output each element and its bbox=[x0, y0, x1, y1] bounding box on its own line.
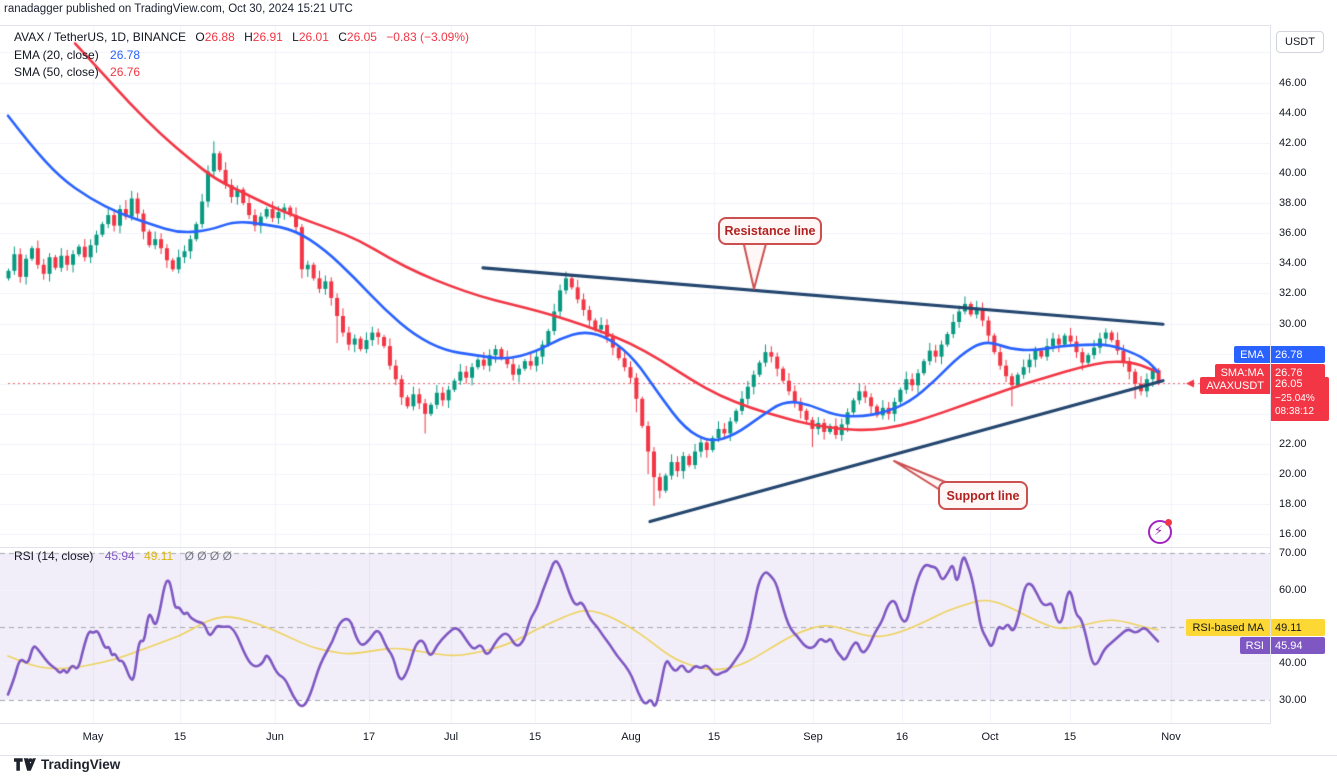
low-value: 26.01 bbox=[298, 30, 329, 44]
bottom-divider bbox=[0, 755, 1337, 756]
axis-tick-label: 70.00 bbox=[1279, 547, 1307, 559]
high-label: H bbox=[244, 30, 253, 44]
time-axis-label: Jun bbox=[266, 731, 284, 743]
symbol-title[interactable]: AVAX / TetherUS, 1D, BINANCE bbox=[14, 30, 187, 44]
symbol-legend-row[interactable]: AVAX / TetherUS, 1D, BINANCE O26.88 H26.… bbox=[14, 29, 469, 47]
notification-dot-icon bbox=[1165, 519, 1172, 526]
axis-tick-label: 40.00 bbox=[1279, 657, 1307, 669]
axis-tick-label: 32.00 bbox=[1279, 287, 1307, 299]
header-divider bbox=[0, 25, 1337, 26]
sma-indicator-name[interactable]: SMA (50, close) bbox=[14, 65, 99, 79]
time-axis-label: 15 bbox=[528, 731, 542, 743]
sma-indicator-value: 26.76 bbox=[110, 65, 141, 79]
axis-tick-label: 34.00 bbox=[1279, 257, 1307, 269]
pane-divider[interactable] bbox=[0, 547, 1337, 548]
flash-ideas-icon[interactable]: ⚡ bbox=[1147, 519, 1173, 545]
ema-indicator-value: 26.78 bbox=[110, 47, 141, 62]
sma-axis-badge[interactable]: SMA:MA bbox=[1214, 364, 1270, 381]
open-value: 26.88 bbox=[204, 30, 235, 44]
axis-tick-label: 36.00 bbox=[1279, 227, 1307, 239]
tradingview-mark-icon bbox=[14, 758, 36, 771]
time-axis-label: Oct bbox=[981, 731, 999, 743]
axis-tick-label: 20.00 bbox=[1279, 468, 1307, 480]
change-value: −0.83 (−3.09%) bbox=[386, 30, 470, 44]
ema-axis-badge[interactable]: EMA bbox=[1234, 346, 1270, 363]
time-axis-label: Nov bbox=[1161, 731, 1181, 743]
tradingview-logo-text: TradingView bbox=[41, 757, 121, 772]
rsi-indicator-value: 45.94 bbox=[104, 549, 135, 563]
flash-ring-icon bbox=[1148, 520, 1172, 544]
rsi-axis-badge-value: 45.94 bbox=[1271, 637, 1325, 654]
time-axis-label: 15 bbox=[1063, 731, 1077, 743]
rsi-axis-badge[interactable]: RSI bbox=[1239, 637, 1270, 654]
ema-legend-row[interactable]: EMA (20, close) 26.78 bbox=[14, 47, 469, 65]
tradingview-logo[interactable]: TradingView bbox=[14, 757, 120, 772]
price-axis-divider[interactable] bbox=[1270, 25, 1271, 755]
time-axis[interactable]: May 15 Jun 17 Jul 15 Aug 15 Sep 16 Oct 15 Nov bbox=[0, 724, 1337, 755]
close-label: C bbox=[338, 30, 347, 44]
time-axis-label: Jul bbox=[443, 731, 459, 743]
symbol-axis-badge[interactable]: AVAXUSDT bbox=[1200, 377, 1270, 394]
time-axis-label: Sep bbox=[803, 731, 823, 743]
axis-tick-label: 44.00 bbox=[1279, 107, 1307, 119]
lightning-bolt-icon: ⚡ bbox=[1154, 523, 1164, 538]
axis-tick-label: 46.00 bbox=[1279, 77, 1307, 89]
last-price-value: 26.05 bbox=[1275, 378, 1303, 390]
close-value: 26.05 bbox=[346, 30, 377, 44]
time-axis-label: May bbox=[82, 731, 104, 743]
ema-axis-badge-value: 26.78 bbox=[1271, 346, 1325, 363]
rsi-legend-row[interactable]: RSI (14, close) 45.94 49.11 Ø Ø Ø Ø bbox=[14, 549, 232, 563]
rsi-ma-indicator-value: 49.11 bbox=[144, 549, 174, 563]
resistance-line-callout[interactable]: Resistance line bbox=[718, 217, 822, 245]
support-callout-text: Support line bbox=[946, 488, 1020, 503]
axis-tick-label: 60.00 bbox=[1279, 584, 1307, 596]
time-axis-divider bbox=[0, 723, 1337, 724]
axis-tick-label: 30.00 bbox=[1279, 318, 1307, 330]
rsi-indicator-name[interactable]: RSI (14, close) bbox=[14, 549, 94, 563]
axis-tick-label: 22.00 bbox=[1279, 438, 1307, 450]
axis-tick-label: 18.00 bbox=[1279, 498, 1307, 510]
axis-tick-label: 30.00 bbox=[1279, 694, 1307, 706]
bar-countdown: 08:38:12 bbox=[1275, 406, 1314, 417]
low-label: L bbox=[292, 30, 299, 44]
rsi-hidden-values: Ø Ø Ø Ø bbox=[184, 549, 232, 563]
support-line-callout[interactable]: Support line bbox=[938, 481, 1028, 510]
high-value: 26.91 bbox=[252, 30, 283, 44]
chart-legend: AVAX / TetherUS, 1D, BINANCE O26.88 H26.… bbox=[14, 29, 469, 82]
axis-tick-label: 16.00 bbox=[1279, 528, 1307, 540]
axis-tick-label: 38.00 bbox=[1279, 197, 1307, 209]
time-axis-label: 17 bbox=[362, 731, 376, 743]
axis-tick-label: 40.00 bbox=[1279, 167, 1307, 179]
time-axis-label: 15 bbox=[707, 731, 721, 743]
time-axis-label: 15 bbox=[173, 731, 187, 743]
rsi-ma-axis-badge[interactable]: RSI-based MA bbox=[1186, 619, 1270, 636]
price-percent-value: −25.04% bbox=[1275, 392, 1315, 404]
resistance-callout-text: Resistance line bbox=[724, 224, 816, 238]
time-axis-label: Aug bbox=[621, 731, 641, 743]
open-label: O bbox=[195, 30, 205, 44]
currency-usdt-button[interactable]: USDT bbox=[1276, 31, 1324, 53]
rsi-ma-axis-badge-value: 49.11 bbox=[1271, 619, 1325, 636]
time-axis-label: 16 bbox=[895, 731, 909, 743]
last-price-axis-badge[interactable]: 26.05 −25.04% 08:38:12 bbox=[1271, 377, 1329, 421]
sma-axis-badge-value: 26.76 bbox=[1271, 364, 1325, 381]
ema-indicator-name[interactable]: EMA (20, close) bbox=[14, 47, 99, 62]
axis-tick-label: 42.00 bbox=[1279, 137, 1307, 149]
sma-legend-row[interactable]: SMA (50, close) 26.76 bbox=[14, 64, 469, 82]
